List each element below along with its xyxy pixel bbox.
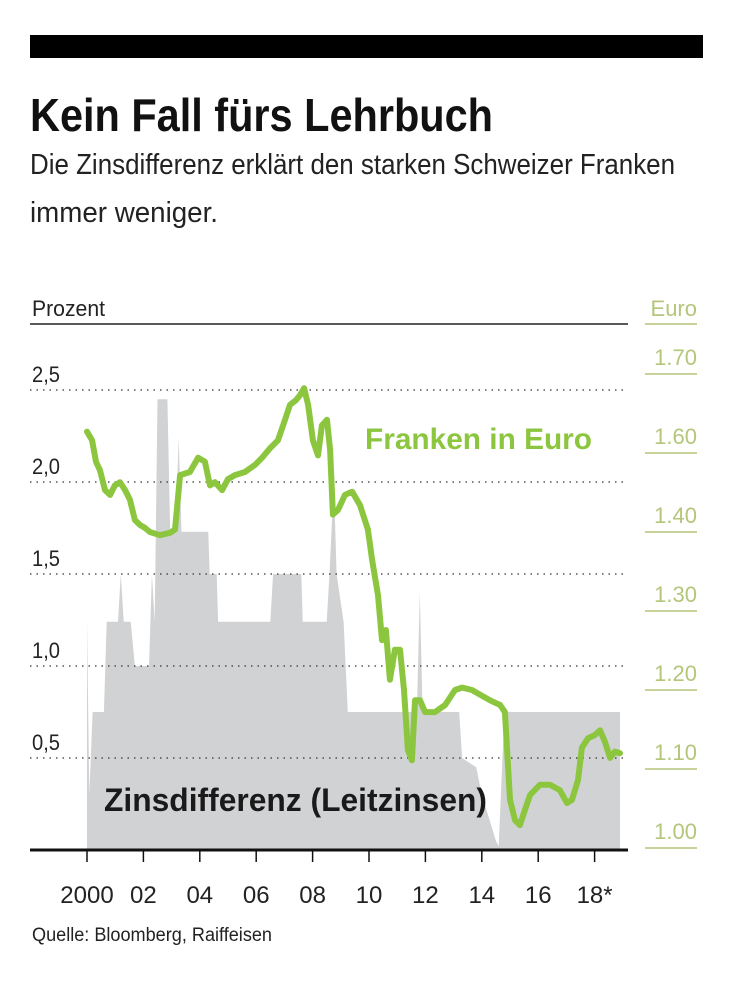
right-tick-label: 1.60 — [654, 424, 697, 449]
right-axis-label: Euro — [651, 296, 697, 321]
right-tick-label: 1.10 — [654, 740, 697, 765]
left-tick-label: 0,5 — [32, 730, 60, 755]
x-tick-label: 18* — [577, 882, 613, 909]
right-tick-label: 1.40 — [654, 503, 697, 528]
x-tick-label: 2000 — [60, 882, 113, 909]
x-tick-label: 08 — [299, 882, 326, 909]
left-tick-label: 1,0 — [32, 638, 60, 663]
franken-series-label: Franken in Euro — [365, 423, 592, 456]
x-tick-label: 10 — [356, 882, 383, 909]
x-tick-label: 04 — [186, 882, 213, 909]
left-tick-label: 1,5 — [32, 546, 60, 571]
x-tick-label: 06 — [243, 882, 270, 909]
left-tick-label: 2,5 — [32, 362, 60, 387]
x-tick-label: 14 — [468, 882, 495, 909]
x-tick-label: 02 — [130, 882, 157, 909]
left-axis-label: Prozent — [32, 296, 105, 321]
x-tick-label: 16 — [525, 882, 552, 909]
right-tick-label: 1.30 — [654, 582, 697, 607]
franken-in-euro-line — [84, 385, 623, 829]
header-bar — [30, 35, 703, 58]
source-note: Quelle: Bloomberg, Raiffeisen — [32, 925, 272, 946]
left-tick-label: 2,0 — [32, 454, 60, 479]
zinsdifferenz-area — [87, 399, 620, 850]
right-tick-label: 1.70 — [654, 345, 697, 370]
chart-title: Kein Fall fürs Lehrbuch — [30, 89, 493, 141]
chart-subtitle-line2: immer weniger. — [30, 197, 218, 229]
right-tick-label: 1.00 — [654, 819, 697, 844]
x-tick-label: 12 — [412, 882, 439, 909]
right-tick-label: 1.20 — [654, 661, 697, 686]
chart-subtitle-line1: Die Zinsdifferenz erklärt den starken Sc… — [30, 149, 675, 181]
zinsdifferenz-series-label: Zinsdifferenz (Leitzinsen) — [104, 782, 487, 818]
